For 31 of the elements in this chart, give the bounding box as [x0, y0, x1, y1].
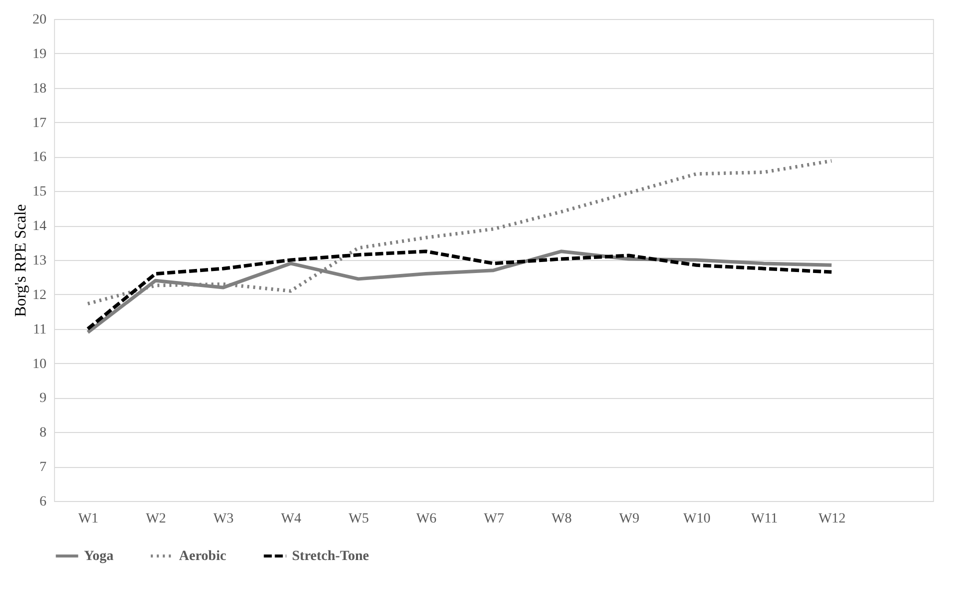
x-tick-label: W6: [416, 512, 436, 526]
legend-label: Yoga: [84, 549, 114, 564]
y-tick-label: 10: [32, 356, 46, 372]
x-tick-label: W8: [552, 512, 572, 526]
x-tick-label: W12: [818, 512, 846, 526]
x-tick-label: W11: [751, 512, 778, 526]
x-tick-label: W4: [281, 512, 302, 526]
x-tick-label: W3: [213, 512, 234, 526]
x-tick-label: W5: [348, 512, 369, 526]
y-tick-label: 18: [32, 81, 46, 96]
y-tick-label: 7: [40, 460, 46, 476]
y-tick-label: 17: [32, 116, 46, 131]
y-tick-label: 19: [32, 46, 46, 62]
y-tick-label: 14: [32, 219, 46, 234]
x-tick-label: W7: [484, 512, 504, 526]
x-tick-label: W10: [683, 512, 710, 526]
x-tick-label: W1: [78, 512, 98, 526]
y-tick-label: 13: [32, 254, 46, 268]
y-tick-label: 8: [40, 426, 46, 441]
x-tick-label: W9: [619, 512, 640, 526]
y-tick-label: 11: [33, 322, 46, 338]
y-tick-label: 6: [40, 494, 46, 510]
y-tick-label: 16: [32, 150, 46, 166]
legend-label: Aerobic: [179, 549, 226, 564]
y-tick-label: 9: [40, 391, 46, 406]
y-tick-label: 20: [32, 12, 46, 28]
y-tick-label: 12: [32, 288, 46, 303]
legend-label: Stretch-Tone: [292, 549, 369, 564]
y-axis-title: Borg's RPE Scale: [12, 204, 30, 317]
x-tick-label: W2: [146, 512, 166, 526]
y-tick-label: 15: [32, 184, 46, 200]
